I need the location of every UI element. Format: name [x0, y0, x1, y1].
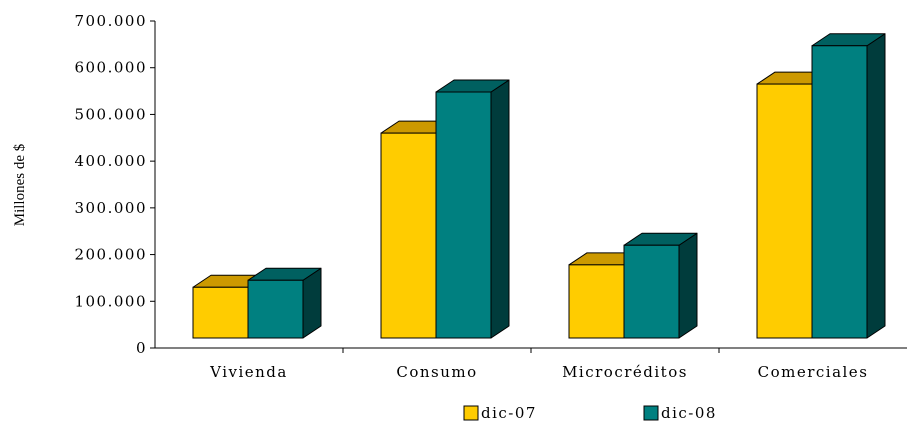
bar-front [435, 91, 492, 339]
y-tick-label: 600.000 [74, 59, 147, 77]
y-tick-label: 500.000 [74, 105, 147, 123]
bar-front [192, 286, 249, 339]
bar-front [568, 264, 625, 339]
x-tick-label: Comerciales [758, 363, 869, 381]
axes [150, 20, 907, 353]
x-tick-label: Microcréditos [562, 363, 688, 381]
bar-front [247, 279, 304, 339]
bar-dic-08-Consumo [435, 79, 510, 339]
bars [192, 33, 886, 339]
x-tick-label: Consumo [396, 363, 477, 381]
y-tick-label: 100.000 [74, 292, 147, 310]
bar-dic-08-Vivienda [247, 267, 322, 339]
legend-swatch [643, 405, 659, 421]
bar-dic-08-Microcréditos [623, 232, 698, 339]
y-tick-label: 0 [136, 339, 147, 357]
legend-swatch [463, 405, 479, 421]
bar-dic-08-Comerciales [811, 33, 886, 339]
bar-front [756, 83, 813, 339]
y-tick-label: 300.000 [74, 199, 147, 217]
bar-side [866, 33, 886, 339]
legend-item-dic-08: dic-08 [643, 404, 717, 422]
bar-front [811, 45, 868, 339]
legend-item-dic-07: dic-07 [463, 404, 537, 422]
y-axis-label: Millones de $ [12, 143, 28, 226]
legend-label: dic-07 [481, 404, 537, 422]
bar-side [678, 232, 698, 339]
bar-front [380, 132, 437, 339]
bar-side [490, 79, 510, 339]
y-tick-label: 200.000 [74, 246, 147, 264]
y-tick-label: 700.000 [74, 12, 147, 30]
y-tick-label: 400.000 [74, 152, 147, 170]
tick-labels: 0 100.000 200.000 300.000 400.000 500.000 600.… [74, 12, 869, 381]
legend-label: dic-08 [661, 404, 717, 422]
legend: dic-07 dic-08 [463, 404, 717, 422]
x-tick-label: Vivienda [209, 363, 288, 381]
bar-front [623, 244, 680, 339]
